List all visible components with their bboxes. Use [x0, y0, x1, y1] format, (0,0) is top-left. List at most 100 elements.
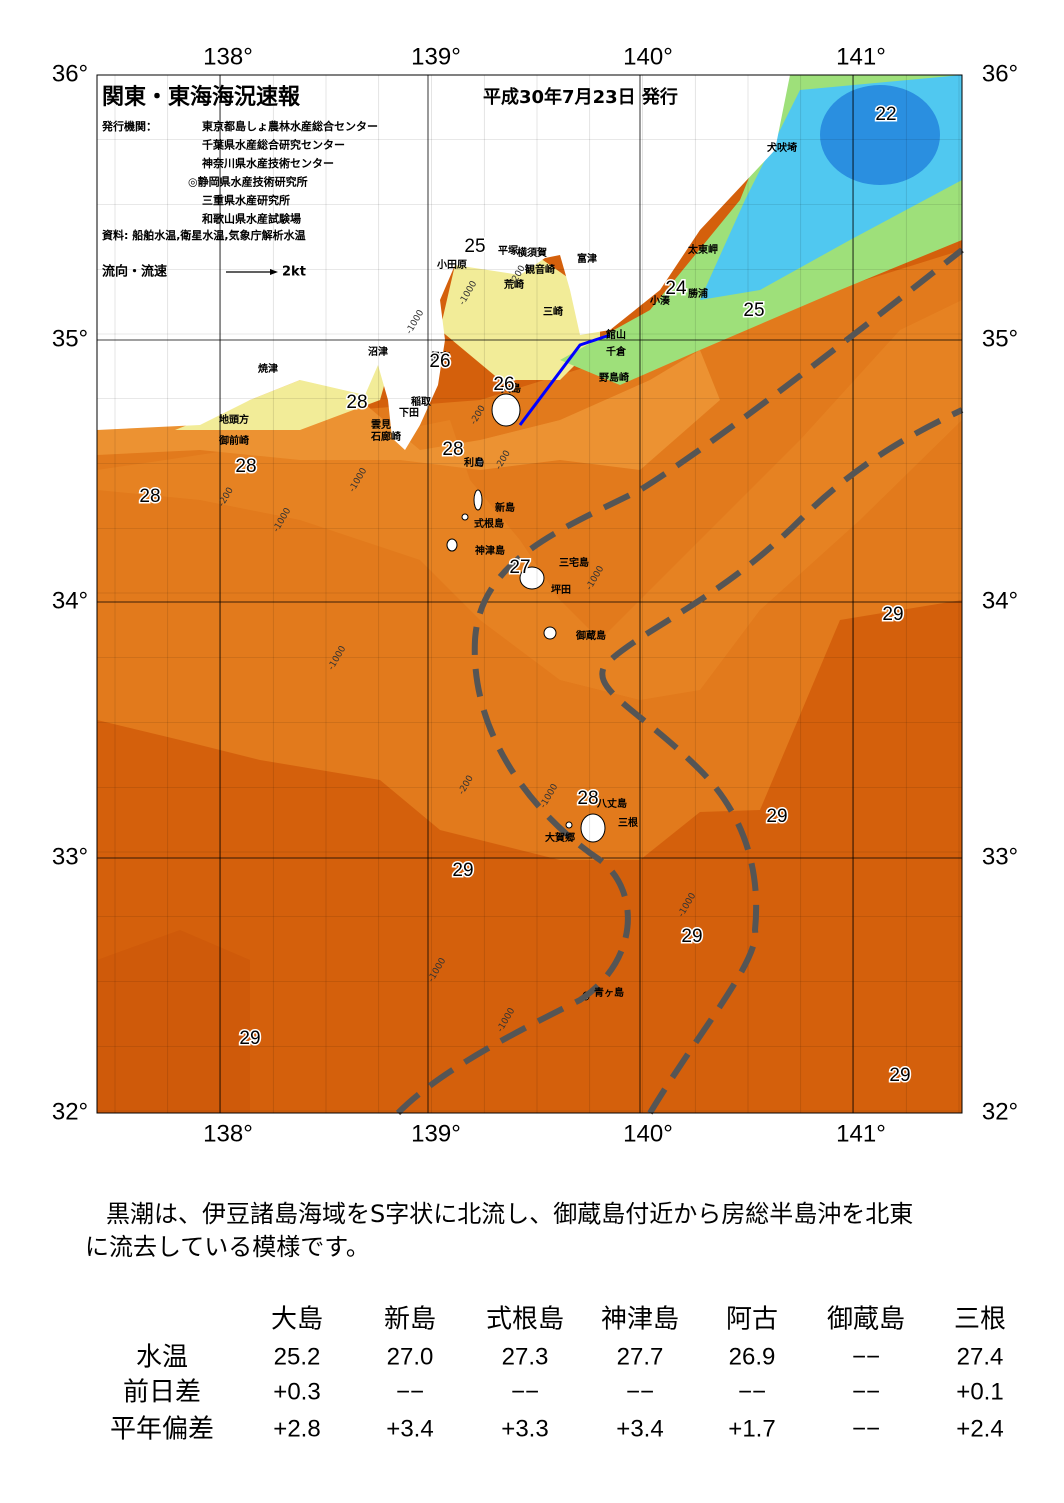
row-label: 平年偏差 [110, 1415, 214, 1445]
legend-speed: 2kt [282, 265, 306, 280]
table-cell: +1.7 [728, 1415, 775, 1442]
place-name: 沼津 [368, 345, 388, 358]
place-name: 利島 [464, 456, 484, 469]
table-cell: +3.4 [386, 1415, 433, 1442]
lat-label: 36° [52, 60, 88, 87]
table-cell: 27.7 [617, 1343, 664, 1370]
ship-track [518, 333, 611, 426]
place-name: 太東岬 [687, 243, 718, 256]
table-cell: +3.3 [501, 1415, 548, 1442]
agency: 和歌山県水産試験場 [202, 212, 301, 226]
contour-label: 29 [889, 1065, 910, 1086]
table-cell: −− [852, 1378, 880, 1405]
contour-label: 29 [882, 604, 903, 625]
place-name: 雲見 [371, 419, 391, 431]
column-header: 神津島 [601, 1305, 679, 1335]
contour-label: 26 [429, 351, 450, 372]
table-cell: 27.3 [502, 1343, 549, 1370]
table-cell: 26.9 [729, 1343, 776, 1370]
row-label: 前日差 [123, 1378, 201, 1408]
lon-label: 139° [411, 1120, 461, 1147]
column-header: 新島 [384, 1305, 436, 1335]
column-header: 御蔵島 [827, 1305, 905, 1335]
contour-label: 25 [743, 300, 764, 321]
contour-label: 28 [442, 439, 463, 460]
place-name: 式根島 [474, 517, 504, 530]
place-name: 千倉 [606, 345, 627, 358]
lon-label: 141° [836, 43, 886, 70]
place-name: 神津島 [475, 544, 505, 557]
contour-label: 28 [139, 486, 160, 507]
place-name: 八丈島 [596, 797, 627, 810]
table-cell: −− [738, 1378, 766, 1405]
place-name: 犬吠埼 [767, 141, 797, 154]
lon-label: 138° [203, 1120, 253, 1147]
agency: ◎静岡県水産技術研究所 [188, 175, 308, 189]
place-name: 地頭方 [219, 413, 249, 426]
lat-label: 32° [982, 1098, 1018, 1125]
place-name: 横須賀 [517, 246, 547, 259]
islands [446, 393, 606, 1001]
lon-label: 140° [623, 1120, 673, 1147]
agency: 三重県水産研究所 [202, 193, 290, 207]
table-cell: +3.4 [616, 1415, 663, 1442]
place-name: 伊東 [429, 350, 450, 363]
lon-label: 140° [623, 43, 673, 70]
lat-label: 34° [52, 587, 88, 614]
lon-label: 138° [203, 43, 253, 70]
table-cell: +0.1 [956, 1378, 1003, 1405]
place-name: 野島崎 [599, 371, 629, 384]
contour-label: 28 [235, 456, 256, 477]
lat-label: 35° [52, 325, 88, 352]
place-name: 坪田 [551, 583, 571, 596]
row-label: 水温 [136, 1343, 188, 1373]
place-name: 下田 [399, 407, 419, 419]
agency-label: 発行機関： [101, 119, 157, 133]
place-name: 三宅島 [559, 556, 589, 569]
lat-label: 36° [982, 60, 1018, 87]
contour-label: 27 [509, 557, 530, 578]
table-cell: 25.2 [274, 1343, 321, 1370]
sea-25 [440, 258, 600, 380]
contour-label: 29 [239, 1028, 260, 1049]
sea-27 [97, 350, 720, 470]
table-cell: −− [396, 1378, 424, 1405]
lon-label: 141° [836, 1120, 886, 1147]
lat-label: 34° [982, 587, 1018, 614]
legend-arrowhead [270, 269, 278, 275]
contour-label: 24 [665, 278, 687, 299]
place-name: 焼津 [258, 362, 278, 375]
column-header: 式根島 [486, 1305, 564, 1335]
table-cell: +2.4 [956, 1415, 1003, 1442]
contour-label: 28 [577, 788, 598, 809]
kuroshio [395, 247, 964, 1116]
place-name: 新島 [495, 501, 515, 514]
place-name: 観音崎 [525, 263, 555, 276]
place-name: 館山 [605, 328, 626, 341]
sea-29 [97, 930, 250, 1113]
place-name: 稲取 [411, 395, 432, 408]
agency: 千葉県水産総合研究センター [202, 138, 345, 152]
table-cell: −− [626, 1378, 654, 1405]
paragraph-line: 黒潮は、伊豆諸島海域をS字状に北流し、御蔵島付近から房総半島沖を北東 [106, 1200, 913, 1228]
place-name: 大賀郷 [545, 831, 575, 844]
contour-label: 28 [346, 392, 367, 413]
place-name: 大島 [501, 382, 521, 395]
date: 平成30年7月23日 発行 [483, 86, 678, 108]
sea-band [97, 300, 962, 700]
contour-label: 22 [875, 104, 896, 125]
place-name: 三根 [618, 816, 638, 829]
table-cell: 27.4 [957, 1343, 1004, 1370]
place-name: 勝浦 [688, 287, 708, 300]
title: 関東・東海海況速報 [102, 84, 301, 110]
place-name: 荒崎 [503, 278, 524, 291]
source: 資料: 船舶水温,衛星水温,気象庁解析水温 [102, 228, 306, 242]
map [96, 74, 964, 1116]
contour-label: 25 [464, 236, 485, 257]
lat-label: 32° [52, 1098, 88, 1125]
sea-25b [175, 310, 400, 430]
contour-label: 26 [493, 374, 514, 395]
lat-label: 35° [982, 325, 1018, 352]
place-name: 平塚 [498, 244, 518, 257]
